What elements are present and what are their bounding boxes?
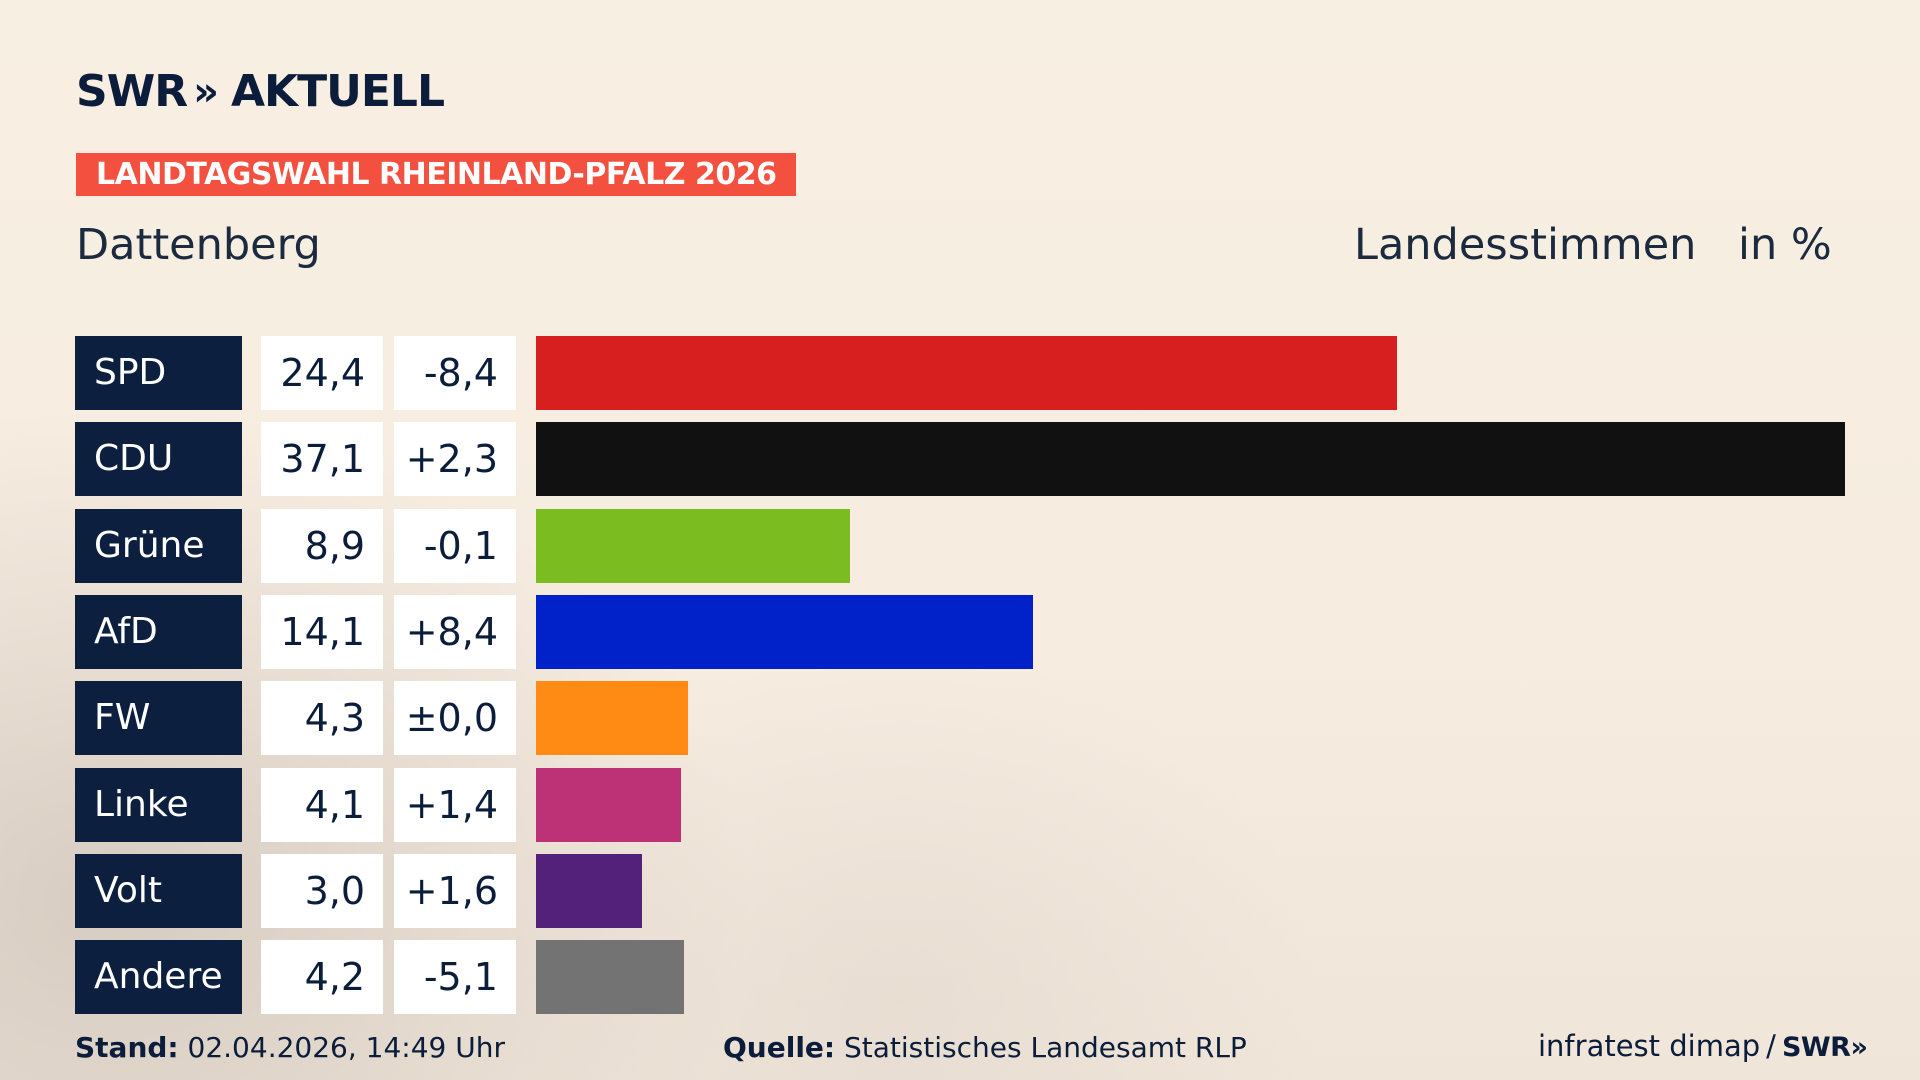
party-label: Linke xyxy=(75,767,242,842)
change-label: +1,6 xyxy=(394,853,516,928)
swr-aktuell-logo: SWR » AKTUELL xyxy=(76,66,445,117)
logo-brand: SWR xyxy=(76,66,188,117)
bar-cdu xyxy=(536,422,1845,497)
party-label: FW xyxy=(75,681,242,756)
credit-separator: / xyxy=(1766,1029,1776,1063)
bar-andere xyxy=(536,940,684,1015)
party-label: Andere xyxy=(75,940,242,1015)
chart-row: Volt 3,0 +1,6 xyxy=(75,853,1845,928)
change-label: +8,4 xyxy=(394,594,516,669)
party-label: CDU xyxy=(75,422,242,497)
bar-spd xyxy=(536,336,1397,410)
bar-gr-ne xyxy=(536,508,850,583)
measure-label: Landesstimmen xyxy=(1354,220,1697,270)
chart-row: Andere 4,2 -5,1 xyxy=(75,940,1845,1015)
footer-stand: Stand: 02.04.2026, 14:49 Uhr xyxy=(75,1031,505,1064)
change-label: +2,3 xyxy=(394,422,516,497)
change-label: +1,4 xyxy=(394,767,516,842)
credit-text: infratest dimap xyxy=(1538,1029,1761,1063)
value-label: 37,1 xyxy=(261,422,383,497)
logo-chevrons-icon: » xyxy=(193,68,219,115)
chart-row: AfD 14,1 +8,4 xyxy=(75,594,1845,669)
bar-linke xyxy=(536,767,681,842)
value-label: 4,1 xyxy=(261,767,383,842)
bar-fw xyxy=(536,681,688,756)
change-label: -0,1 xyxy=(394,508,516,583)
party-label: SPD xyxy=(75,336,242,410)
stand-value: 02.04.2026, 14:49 Uhr xyxy=(187,1031,505,1064)
unit-label: in % xyxy=(1738,220,1832,270)
election-banner: LANDTAGSWAHL RHEINLAND-PFALZ 2026 xyxy=(76,153,797,196)
chart-row: FW 4,3 ±0,0 xyxy=(75,681,1845,756)
source-label: Quelle: xyxy=(723,1031,836,1064)
location-title: Dattenberg xyxy=(76,220,321,270)
party-label: Volt xyxy=(75,853,242,928)
change-label: ±0,0 xyxy=(394,681,516,756)
value-label: 24,4 xyxy=(261,336,383,410)
logo-suffix: AKTUELL xyxy=(230,66,445,117)
value-label: 8,9 xyxy=(261,508,383,583)
source-value: Statistisches Landesamt RLP xyxy=(844,1031,1247,1064)
value-label: 3,0 xyxy=(261,853,383,928)
bar-volt xyxy=(536,853,642,928)
change-label: -8,4 xyxy=(394,336,516,410)
stand-label: Stand: xyxy=(75,1031,179,1064)
chart-row: Linke 4,1 +1,4 xyxy=(75,767,1845,842)
party-label: Grüne xyxy=(75,508,242,583)
value-label: 4,3 xyxy=(261,681,383,756)
swr-mini-logo: SWR» xyxy=(1781,1032,1868,1063)
bar-afd xyxy=(536,594,1033,669)
chart-row: Grüne 8,9 -0,1 xyxy=(75,508,1845,583)
results-chart: SPD 24,4 -8,4 CDU 37,1 +2,3 Grüne 8,9 -0,1 AfD 14,… xyxy=(75,336,1845,1016)
chart-row: CDU 37,1 +2,3 xyxy=(75,422,1845,497)
value-label: 14,1 xyxy=(261,594,383,669)
value-label: 4,2 xyxy=(261,940,383,1015)
footer-source: Quelle: Statistisches Landesamt RLP xyxy=(723,1031,1247,1064)
party-label: AfD xyxy=(75,594,242,669)
change-label: -5,1 xyxy=(394,940,516,1015)
footer-credit: infratest dimap / SWR» xyxy=(1538,1029,1868,1063)
chart-row: SPD 24,4 -8,4 xyxy=(75,336,1845,410)
